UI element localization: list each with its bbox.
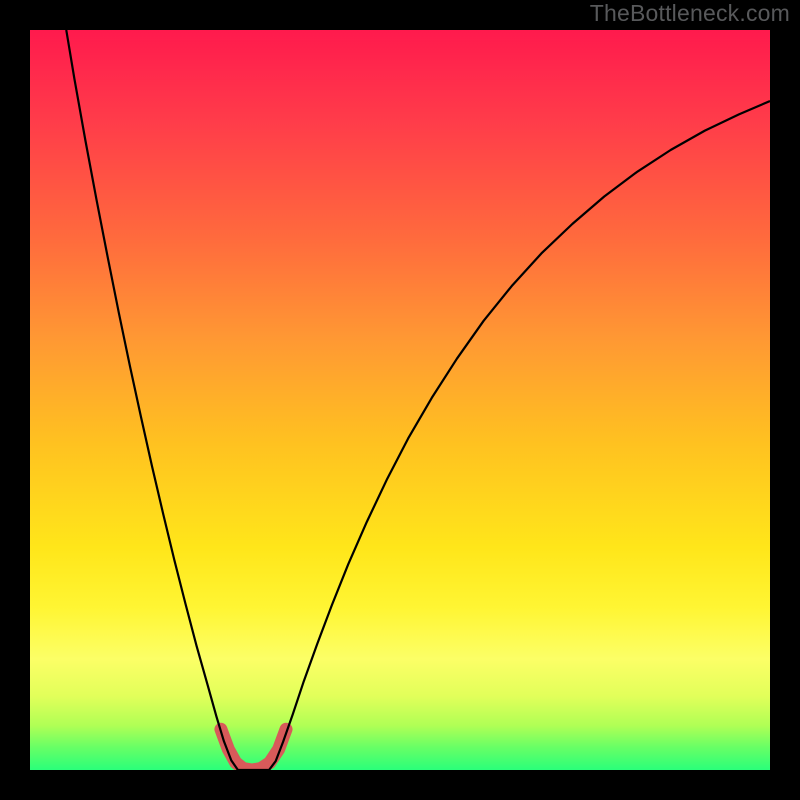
watermark-text: TheBottleneck.com [590,0,790,27]
gradient-background [30,30,770,770]
chart-svg [30,30,770,770]
plot-area [30,30,770,770]
figure-canvas: TheBottleneck.com [0,0,800,800]
